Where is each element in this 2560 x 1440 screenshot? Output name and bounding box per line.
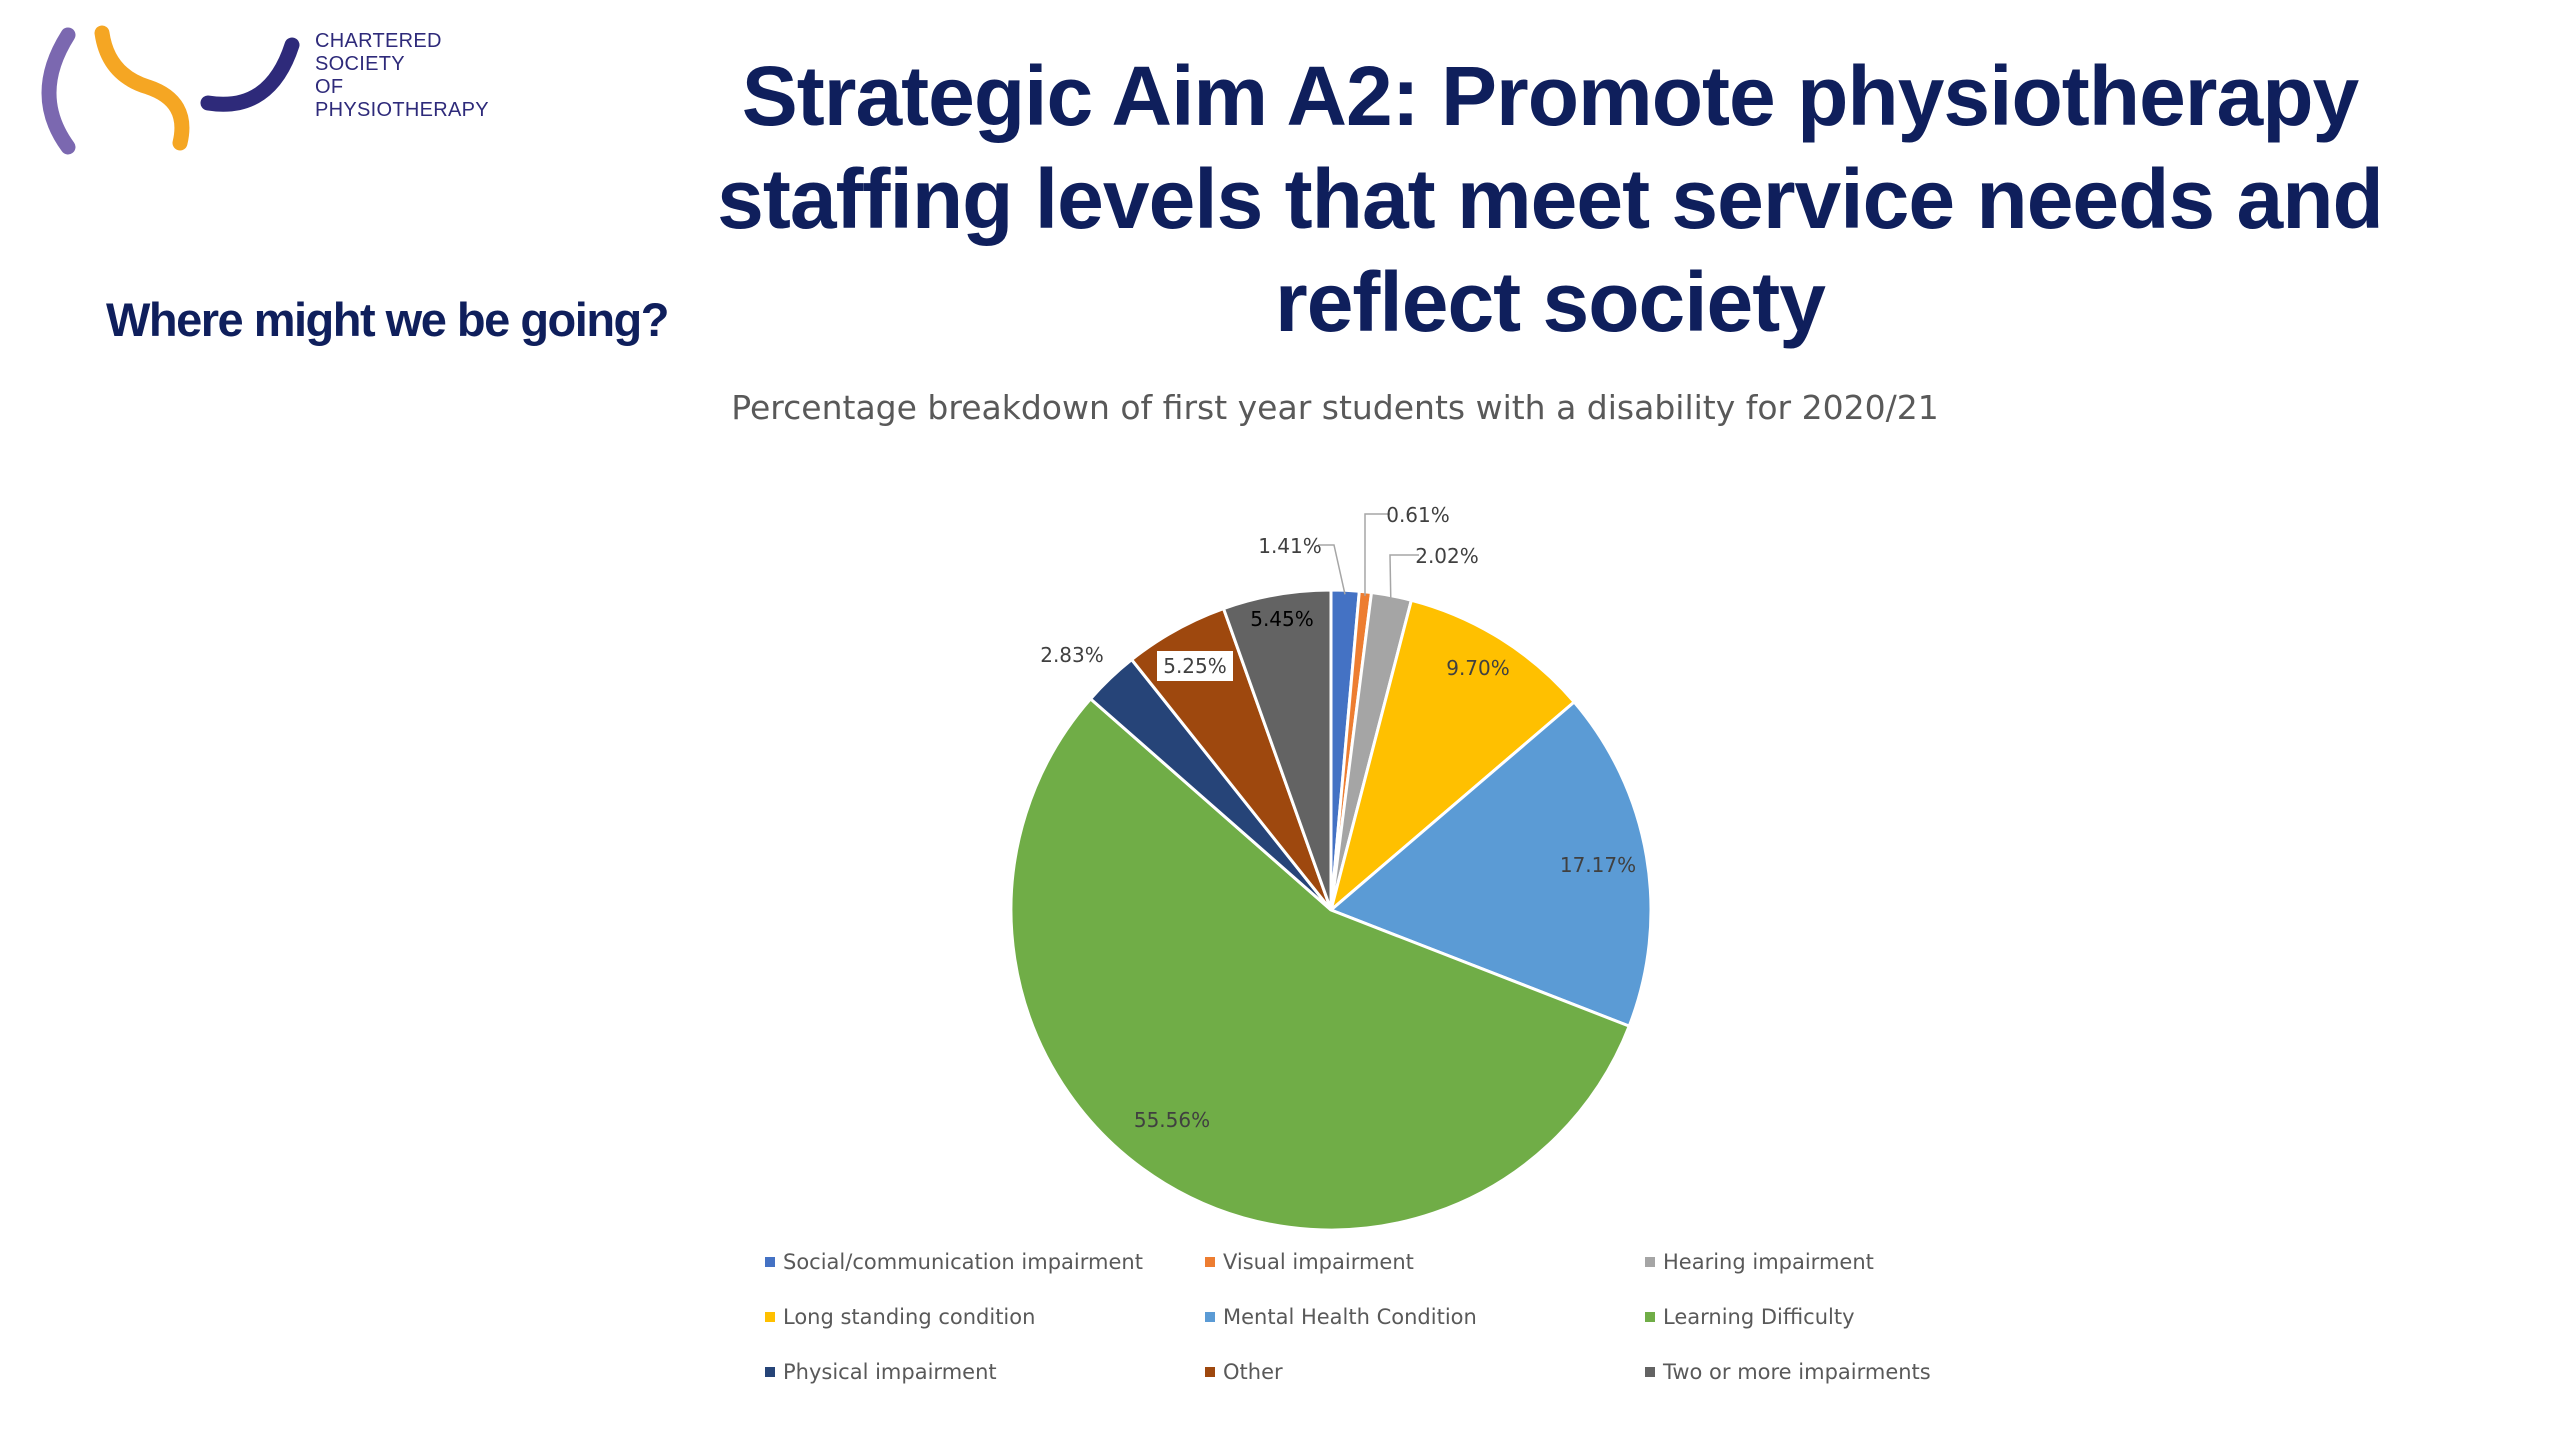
logo-line: SOCIETY bbox=[315, 53, 405, 75]
data-label-box bbox=[1157, 651, 1233, 681]
legend-swatch bbox=[1205, 1367, 1215, 1377]
legend-item: Hearing impairment bbox=[1645, 1250, 1874, 1274]
slide-title-line: staffing levels that meet service needs … bbox=[717, 152, 2384, 246]
legend-label: Long standing condition bbox=[783, 1305, 1036, 1329]
legend-label: Hearing impairment bbox=[1663, 1250, 1874, 1274]
csp-logo-mark bbox=[41, 25, 300, 155]
chart-title: Percentage breakdown of first year stude… bbox=[731, 388, 1939, 427]
legend-item: Visual impairment bbox=[1205, 1250, 1414, 1274]
legend-item: Mental Health Condition bbox=[1205, 1305, 1477, 1329]
legend-item: Learning Difficulty bbox=[1645, 1305, 1855, 1329]
data-label: 9.70% bbox=[1446, 656, 1510, 680]
csp-logo bbox=[30, 25, 470, 165]
legend-swatch bbox=[1205, 1312, 1215, 1322]
legend-label: Visual impairment bbox=[1223, 1250, 1414, 1274]
legend-swatch bbox=[765, 1257, 775, 1267]
data-label: 2.83% bbox=[1040, 643, 1104, 667]
legend-item: Physical impairment bbox=[765, 1360, 997, 1384]
legend-label: Mental Health Condition bbox=[1223, 1305, 1477, 1329]
legend-label: Physical impairment bbox=[783, 1360, 997, 1384]
legend-item: Two or more impairments bbox=[1645, 1360, 1931, 1384]
slide-subhead: Where might we be going? bbox=[106, 293, 669, 346]
logo-line: CHARTERED bbox=[315, 30, 442, 52]
legend-item: Long standing condition bbox=[765, 1305, 1035, 1329]
data-label: 5.25% bbox=[1163, 654, 1227, 678]
legend-item: Social/communication impairment bbox=[765, 1250, 1143, 1274]
leader-line bbox=[1389, 554, 1419, 600]
legend-swatch bbox=[765, 1312, 775, 1322]
legend-swatch bbox=[1645, 1312, 1655, 1322]
leader-line bbox=[1364, 513, 1390, 596]
legend-swatch bbox=[1645, 1367, 1655, 1377]
data-label: 17.17% bbox=[1560, 853, 1636, 877]
data-label: 5.45% bbox=[1250, 607, 1314, 631]
logo-wordmark: CHARTERED SOCIETY OF PHYSIOTHERAPY bbox=[315, 30, 489, 122]
data-label: 55.56% bbox=[1134, 1108, 1210, 1132]
logo-line: OF bbox=[315, 76, 344, 98]
logo-line: PHYSIOTHERAPY bbox=[315, 99, 489, 121]
slide-title-line: Strategic Aim A2: Promote physiotherapy bbox=[741, 49, 2359, 143]
slide-title: Strategic Aim A2: Promote physiotherapy … bbox=[700, 45, 2400, 354]
data-label: 0.61% bbox=[1386, 503, 1450, 527]
slide-title-line: reflect society bbox=[1275, 255, 1826, 349]
leader-line bbox=[1318, 544, 1346, 595]
legend-label: Two or more impairments bbox=[1663, 1360, 1931, 1384]
legend-swatch bbox=[1205, 1257, 1215, 1267]
pie-slice-two-or-more-impairments bbox=[1221, 588, 1333, 911]
pie-slice-learning-difficulty bbox=[1009, 696, 1632, 1232]
legend-label: Learning Difficulty bbox=[1663, 1305, 1855, 1329]
pie-slice-mental-health-condition bbox=[1328, 699, 1653, 1029]
data-label: 2.02% bbox=[1415, 544, 1479, 568]
pie-slice-long-standing-condition bbox=[1328, 598, 1577, 915]
legend-label: Social/communication impairment bbox=[783, 1250, 1143, 1274]
legend-swatch bbox=[1645, 1257, 1655, 1267]
legend-swatch bbox=[765, 1367, 775, 1377]
legend-label: Other bbox=[1223, 1360, 1283, 1384]
legend-item: Other bbox=[1205, 1360, 1283, 1384]
data-label: 1.41% bbox=[1258, 534, 1322, 558]
